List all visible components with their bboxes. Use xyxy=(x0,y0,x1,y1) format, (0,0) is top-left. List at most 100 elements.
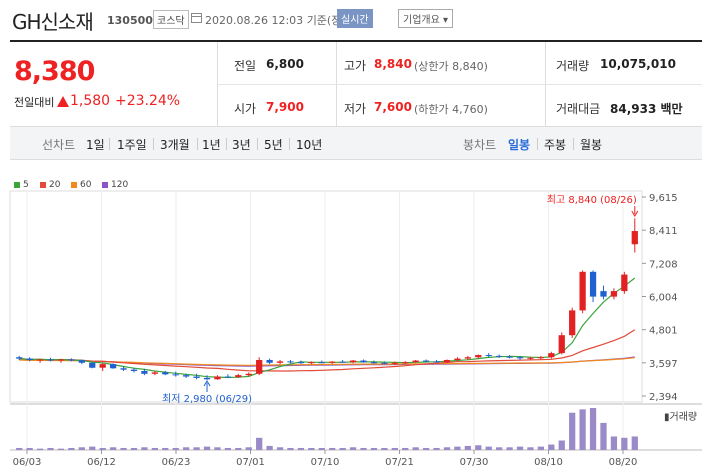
candle-body xyxy=(600,291,607,297)
ma60-line xyxy=(19,357,635,366)
tab-weekly[interactable]: 주봉 xyxy=(544,138,567,152)
volume-bar xyxy=(297,447,305,450)
legend-swatch-ma120 xyxy=(102,182,108,188)
candle-body xyxy=(26,358,33,361)
divider xyxy=(217,42,218,126)
change-label: 전일대비 xyxy=(14,96,55,109)
x-tick-label: 07/10 xyxy=(311,457,340,468)
candle-body xyxy=(109,364,117,369)
volume-bar xyxy=(339,447,346,450)
candle-body xyxy=(162,372,169,375)
volume-bar xyxy=(475,445,482,450)
candle-body xyxy=(422,360,430,362)
candle-body xyxy=(475,355,482,358)
volume-bar xyxy=(120,447,127,450)
price-panel: 8,380 전일대비 1,580 +23.24% xyxy=(10,42,210,126)
volume-bar xyxy=(57,448,65,450)
volume-value: 10,075,010 xyxy=(600,57,676,71)
legend-swatch-ma60 xyxy=(71,182,77,188)
volume-bar xyxy=(433,447,440,450)
candle-body xyxy=(68,359,75,361)
candle-body xyxy=(485,355,492,357)
legend-swatch-ma20 xyxy=(40,182,46,188)
volume-bar xyxy=(47,447,54,450)
volume-bar xyxy=(631,436,638,450)
company-info-dropdown[interactable]: 기업개요 ▾ xyxy=(398,9,453,28)
low-value: 7,600 xyxy=(374,100,412,114)
candle-body xyxy=(308,362,315,364)
candle-body xyxy=(391,362,398,364)
volume-bar xyxy=(422,447,430,450)
tab-divider xyxy=(109,138,110,150)
candle-body xyxy=(349,360,357,363)
tab-divider xyxy=(257,138,258,150)
low-annotation: 최저 2,980 (06/29) xyxy=(162,393,252,405)
x-tick-label: 07/30 xyxy=(460,457,489,468)
volume-bar xyxy=(183,447,190,450)
calendar-icon xyxy=(191,13,202,23)
volume-bar xyxy=(78,447,85,450)
candle-body xyxy=(193,376,200,378)
volume-bar xyxy=(391,447,398,450)
legend-ma20: 20 xyxy=(49,180,61,190)
tab-3m[interactable]: 3개월 xyxy=(160,138,190,152)
candle-body xyxy=(370,362,378,364)
candle-body xyxy=(402,362,409,364)
candle-body xyxy=(47,359,54,361)
high-label: 고가 xyxy=(344,59,367,73)
tab-divider xyxy=(289,138,290,150)
volume-bar xyxy=(579,409,586,450)
tab-1w[interactable]: 1주일 xyxy=(117,138,147,152)
volume-bar xyxy=(162,447,169,450)
volume-bar xyxy=(506,447,513,450)
open-label: 시가 xyxy=(234,102,257,116)
y-tick-label: 9,615 xyxy=(649,193,678,204)
candle-body xyxy=(506,356,513,358)
candle-body xyxy=(579,271,586,311)
candle-body xyxy=(287,361,294,363)
stock-code: 130500 xyxy=(107,14,153,27)
tab-10y[interactable]: 10년 xyxy=(296,138,323,152)
volume-label: 거래량 xyxy=(556,59,590,73)
candle-body xyxy=(558,335,565,354)
candle-body xyxy=(454,358,461,361)
candle-body xyxy=(224,376,232,378)
volume-bar xyxy=(443,447,451,450)
volume-bar xyxy=(600,422,607,450)
realtime-button[interactable]: 실시간 xyxy=(337,9,373,28)
candle-body xyxy=(537,357,545,359)
tab-3y[interactable]: 3년 xyxy=(232,138,251,152)
high-value: 8,840 xyxy=(374,57,412,71)
y-tick-label: 3,597 xyxy=(649,359,678,370)
tab-monthly[interactable]: 월봉 xyxy=(580,138,603,152)
volume-axis-label: ▮거래량 xyxy=(664,411,697,423)
volume-bar xyxy=(68,447,75,450)
volume-bar xyxy=(287,447,294,450)
volume-bar xyxy=(151,447,158,450)
y-tick-label: 7,208 xyxy=(649,259,678,270)
low-arrow-head xyxy=(203,380,211,387)
candle-body xyxy=(516,357,524,359)
prev-close-label: 전일 xyxy=(234,59,257,73)
tab-daily[interactable]: 일봉 xyxy=(508,138,531,152)
amount-label: 거래대금 xyxy=(556,102,601,116)
amount-value: 84,933 백만 xyxy=(610,102,683,116)
volume-bar xyxy=(276,447,284,450)
candle-body xyxy=(621,274,628,292)
legend-ma120: 120 xyxy=(111,180,129,190)
tab-1y[interactable]: 1년 xyxy=(202,138,221,152)
tab-divider xyxy=(573,138,574,150)
candle-body xyxy=(329,361,336,363)
tab-5y[interactable]: 5년 xyxy=(264,138,283,152)
stock-name: GH신소재 xyxy=(12,10,94,34)
tab-1d[interactable]: 1일 xyxy=(86,138,105,152)
candle-body xyxy=(318,362,325,364)
candle-body xyxy=(235,375,242,378)
legend-swatch-ma5 xyxy=(14,182,20,188)
candle-body xyxy=(214,376,221,380)
volume-bar xyxy=(464,445,471,450)
volume-bar xyxy=(256,437,263,450)
candle-body xyxy=(89,362,96,368)
tab-divider xyxy=(226,138,227,150)
